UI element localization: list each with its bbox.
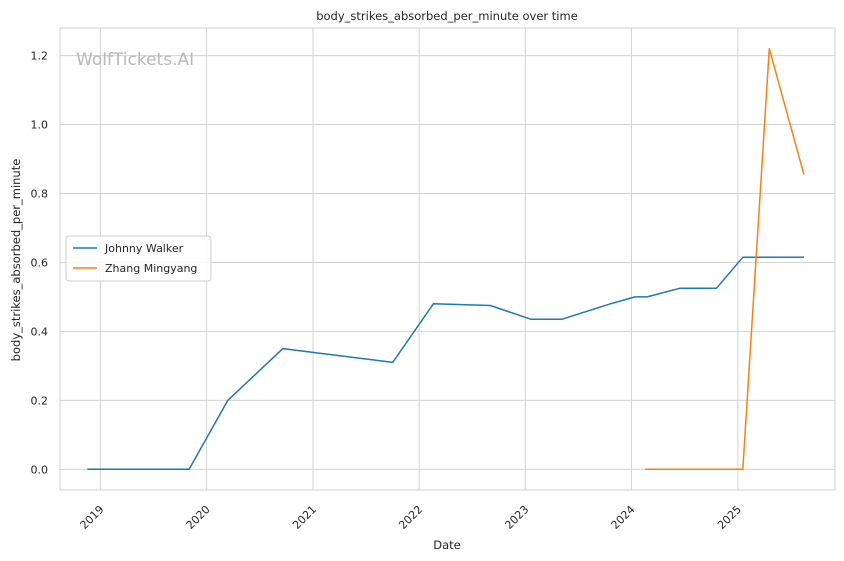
legend-label: Johnny Walker (104, 242, 184, 255)
y-tick-label: 0.4 (31, 325, 49, 338)
legend-label: Zhang Mingyang (105, 262, 197, 275)
grid (60, 28, 835, 490)
x-tick-label: 2022 (396, 503, 425, 532)
chart-title: body_strikes_absorbed_per_minute over ti… (316, 9, 578, 23)
x-tick-label: 2019 (78, 503, 107, 532)
series-line (87, 256, 804, 471)
y-tick-label: 1.0 (31, 119, 49, 132)
x-axis: 2019 2020 2021 2022 2023 2024 2025 (78, 503, 744, 532)
y-tick-label: 1.2 (31, 50, 49, 63)
y-axis: 0.0 0.2 0.4 0.6 0.8 1.0 1.2 (31, 50, 49, 477)
x-tick-label: 2023 (502, 503, 531, 532)
x-axis-title: Date (433, 538, 461, 552)
series-line (645, 47, 805, 471)
x-tick-label: 2025 (715, 503, 744, 532)
y-tick-label: 0.6 (31, 256, 49, 269)
legend-box (65, 235, 212, 282)
x-tick-label: 2020 (184, 503, 213, 532)
y-tick-label: 0.0 (31, 463, 49, 476)
y-tick-label: 0.8 (31, 187, 49, 200)
legend: Johnny Walker Zhang Mingyang (65, 235, 212, 282)
y-tick-label: 0.2 (31, 394, 49, 407)
x-tick-label: 2021 (290, 503, 319, 532)
plot-area (59, 27, 836, 491)
x-tick-label: 2024 (609, 503, 638, 532)
watermark: WolfTickets.AI (76, 50, 194, 70)
y-axis-title: body_strikes_absorbed_per_minute (9, 159, 23, 362)
series-lines (87, 47, 805, 471)
